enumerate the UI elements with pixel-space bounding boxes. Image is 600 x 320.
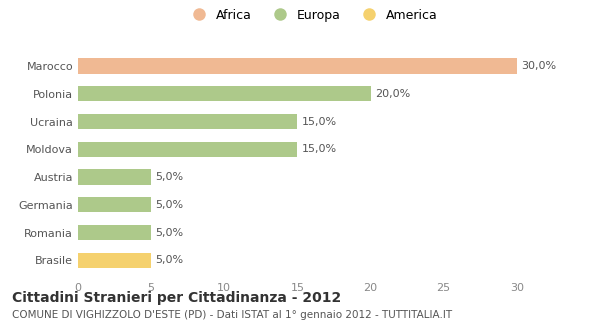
Text: 5,0%: 5,0% (155, 255, 184, 265)
Text: 5,0%: 5,0% (155, 172, 184, 182)
Bar (78, 253, 151, 268)
Text: 5,0%: 5,0% (155, 228, 184, 237)
Text: 15,0%: 15,0% (302, 144, 337, 154)
Bar (78, 114, 298, 129)
Bar (78, 170, 151, 185)
Text: COMUNE DI VIGHIZZOLO D'ESTE (PD) - Dati ISTAT al 1° gennaio 2012 - TUTTITALIA.IT: COMUNE DI VIGHIZZOLO D'ESTE (PD) - Dati … (12, 310, 452, 320)
Bar (78, 59, 517, 74)
Text: 5,0%: 5,0% (155, 200, 184, 210)
Bar (78, 197, 151, 212)
Text: 15,0%: 15,0% (302, 116, 337, 127)
Text: Cittadini Stranieri per Cittadinanza - 2012: Cittadini Stranieri per Cittadinanza - 2… (12, 291, 341, 305)
Text: 20,0%: 20,0% (375, 89, 410, 99)
Bar (78, 142, 298, 157)
Bar (78, 86, 371, 101)
Text: 30,0%: 30,0% (521, 61, 556, 71)
Legend: Africa, Europa, America: Africa, Europa, America (181, 4, 443, 27)
Bar (78, 225, 151, 240)
